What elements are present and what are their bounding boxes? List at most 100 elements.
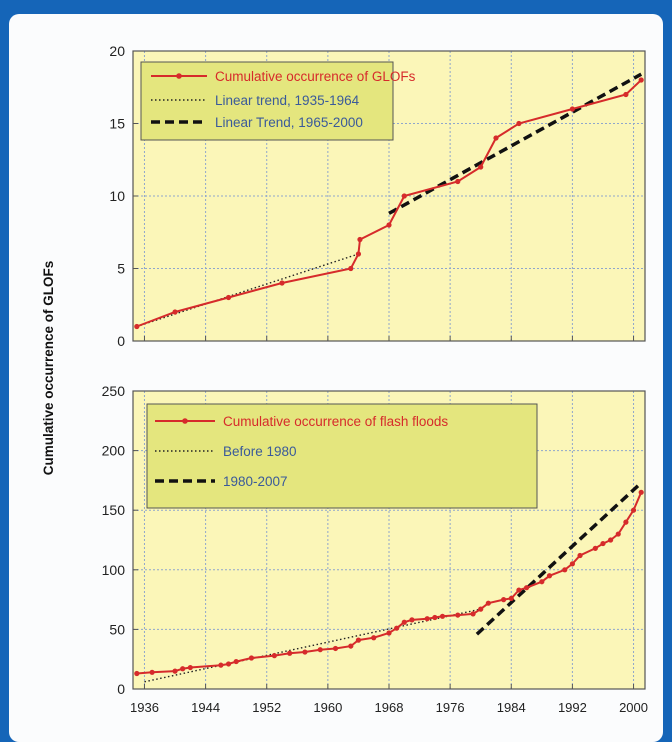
y-tick-label: 200 <box>102 443 126 459</box>
data-point <box>638 489 644 495</box>
data-point <box>187 664 193 671</box>
legend-marker <box>176 73 182 79</box>
data-point <box>608 537 614 543</box>
data-point <box>478 606 484 612</box>
flash-flood-chart: 0 50 100 150 200 250 Cumulative occurrence of … <box>102 383 648 715</box>
data-point <box>577 552 583 559</box>
data-point <box>371 635 377 641</box>
glof-chart: 0 5 10 15 20 Cumulative occurrence of GLOFs Li… <box>109 43 646 349</box>
data-point <box>455 178 461 185</box>
data-point <box>348 265 354 272</box>
series-line <box>388 72 643 215</box>
y-tick-label: 0 <box>117 681 125 697</box>
data-point <box>508 595 514 602</box>
y-tick-label: 10 <box>109 188 125 204</box>
y-tick-label: 0 <box>117 333 125 349</box>
data-point <box>569 106 576 112</box>
data-point <box>271 653 277 659</box>
data-point <box>279 280 285 286</box>
data-point <box>386 222 392 228</box>
data-point <box>455 612 461 618</box>
data-point <box>386 630 392 636</box>
figure-panel: 0 5 10 15 20 Cumulative occurrence of GLOFs Li… <box>9 14 663 742</box>
data-point <box>332 645 339 652</box>
y-tick-label: 100 <box>102 562 126 578</box>
x-tick-label: 1944 <box>191 700 220 715</box>
legend-entry: Linear Trend, 1965-2000 <box>215 115 363 130</box>
data-point <box>439 613 446 619</box>
legend-marker <box>182 418 188 424</box>
data-point <box>485 600 491 606</box>
data-point <box>225 294 232 301</box>
data-point <box>394 625 400 631</box>
data-point <box>180 666 186 672</box>
data-point <box>401 193 407 199</box>
data-point <box>539 579 545 585</box>
y-tick-label: 5 <box>117 261 125 277</box>
data-point <box>623 519 629 525</box>
plot-border <box>132 50 646 342</box>
data-point <box>348 643 354 649</box>
legend-entry: Cumulative occurrence of GLOFs <box>215 69 416 84</box>
data-point <box>302 649 308 655</box>
series-line <box>136 253 359 328</box>
x-tick-label: 1952 <box>252 700 281 715</box>
data-point <box>172 309 178 315</box>
chart-svg: 0 5 10 15 20 Cumulative occurrence of GLOFs Li… <box>41 43 648 715</box>
data-point <box>287 650 293 656</box>
x-tick-label: 1960 <box>313 700 342 715</box>
data-point <box>638 77 644 83</box>
y-tick-label: 50 <box>109 621 125 637</box>
data-point <box>432 614 438 621</box>
x-tick-label: 1936 <box>130 700 159 715</box>
data-point <box>592 545 598 551</box>
data-point <box>523 585 530 591</box>
data-point <box>317 647 323 653</box>
x-tick-label: 2000 <box>619 700 648 715</box>
data-point <box>134 670 140 677</box>
data-point <box>615 531 621 537</box>
plot-border <box>132 390 646 690</box>
series-line <box>136 79 642 328</box>
data-point <box>233 658 239 665</box>
x-tick-label: 1984 <box>497 700 526 715</box>
data-point <box>516 587 522 593</box>
data-point <box>218 662 224 668</box>
y-tick-label: 250 <box>102 383 126 399</box>
data-point <box>562 567 568 573</box>
x-tick-label: 1976 <box>436 700 465 715</box>
y-tick-label: 15 <box>109 116 125 132</box>
data-point <box>600 540 606 547</box>
data-point <box>623 91 629 98</box>
data-point <box>470 611 476 617</box>
legend-entry: Linear trend, 1935-1964 <box>215 93 360 108</box>
y-axis-title: Cumulative occurrence of GLOFs <box>41 261 56 476</box>
shared-axis-labels: Cumulative occurrence of GLOFs <box>41 261 56 476</box>
legend-entry: 1980-2007 <box>223 474 288 489</box>
data-point <box>355 637 362 643</box>
data-point <box>357 236 363 243</box>
x-tick-label: 1992 <box>558 700 587 715</box>
data-point <box>493 135 499 141</box>
y-tick-label: 20 <box>109 43 125 59</box>
y-tick-label: 150 <box>102 502 126 518</box>
data-point <box>424 616 430 622</box>
data-point <box>248 655 255 661</box>
legend-entry: Before 1980 <box>223 444 297 459</box>
series-line <box>475 481 643 636</box>
data-point <box>355 251 362 257</box>
data-point <box>172 668 178 674</box>
legend-entry: Cumulative occurrence of flash floods <box>223 414 448 429</box>
data-point <box>569 561 576 567</box>
series-line <box>144 608 481 683</box>
x-tick-label: 1968 <box>375 700 404 715</box>
data-point <box>501 597 507 603</box>
data-point <box>546 573 553 579</box>
data-point <box>630 507 637 513</box>
data-point <box>516 120 522 127</box>
data-point <box>149 669 155 675</box>
data-point <box>409 617 415 623</box>
data-point <box>401 619 407 625</box>
data-point <box>134 323 140 330</box>
data-point <box>478 164 484 170</box>
